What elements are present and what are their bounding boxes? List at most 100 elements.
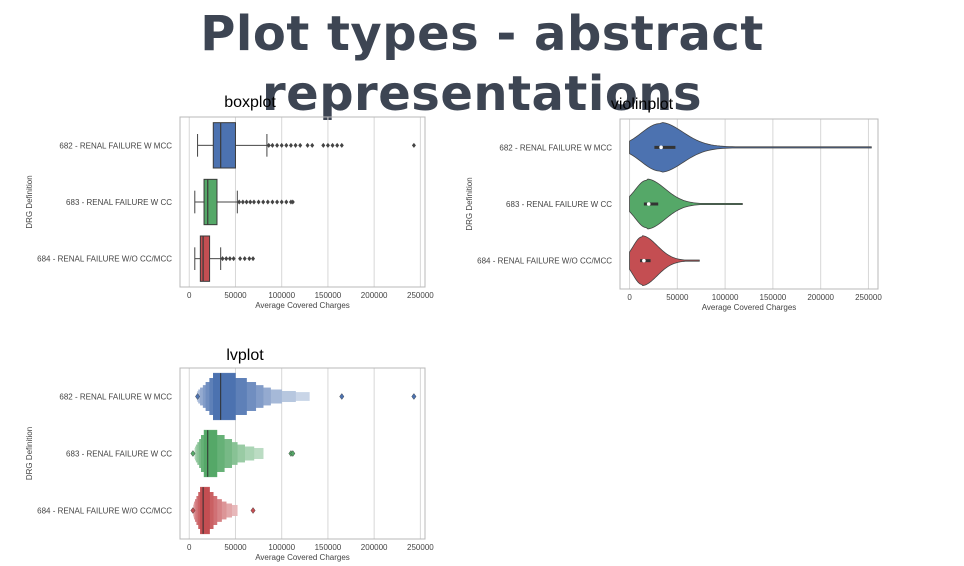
outlier-point xyxy=(190,450,196,457)
outlier-point xyxy=(248,199,253,205)
outlier-point xyxy=(251,256,256,262)
plot-frame xyxy=(179,367,426,540)
outlier-point xyxy=(247,256,252,262)
outlier-point xyxy=(265,199,270,205)
outlier-point xyxy=(256,199,261,205)
x-tick-label: 0 xyxy=(187,543,192,552)
plot-frame xyxy=(619,118,879,290)
outlier-point xyxy=(244,199,249,205)
x-tick-label: 200000 xyxy=(361,291,388,300)
x-tick-label: 150000 xyxy=(315,291,342,300)
x-tick-label: 150000 xyxy=(315,543,342,552)
x-axis-label: Average Covered Charges xyxy=(255,553,350,562)
x-tick-label: 50000 xyxy=(224,291,247,300)
violin-median xyxy=(659,145,663,150)
series-2 xyxy=(190,486,256,535)
category-label: 683 - RENAL FAILURE W CC xyxy=(66,450,172,459)
outlier-point xyxy=(310,142,315,148)
outlier-point xyxy=(305,142,310,148)
category-label: 682 - RENAL FAILURE W MCC xyxy=(59,141,172,150)
outlier-point xyxy=(266,142,271,148)
x-tick-label: 250000 xyxy=(407,291,434,300)
outlier-point xyxy=(275,142,280,148)
outlier-point xyxy=(284,199,289,205)
outlier-point xyxy=(339,142,344,148)
x-tick-label: 50000 xyxy=(666,293,689,302)
x-tick-label: 0 xyxy=(627,293,632,302)
outlier-point xyxy=(237,199,242,205)
series-2 xyxy=(629,235,700,287)
x-tick-label: 250000 xyxy=(855,293,882,302)
outlier-point xyxy=(335,142,340,148)
violin-median xyxy=(646,202,651,206)
category-label: 684 - RENAL FAILURE W/O CC/MCC xyxy=(37,507,172,516)
outlier-point xyxy=(325,142,330,148)
outlier-point xyxy=(195,393,201,400)
x-tick-label: 100000 xyxy=(268,291,295,300)
outlier-point xyxy=(242,256,247,262)
category-label: 684 - RENAL FAILURE W/O CC/MCC xyxy=(477,257,612,266)
plot-frame xyxy=(179,116,426,288)
outlier-point xyxy=(270,199,275,205)
series-0 xyxy=(195,372,417,421)
outlier-point xyxy=(250,507,256,514)
outlier-point xyxy=(240,199,245,205)
series-1 xyxy=(190,429,296,478)
plot-title: boxplot xyxy=(224,94,276,111)
category-label: 683 - RENAL FAILURE W CC xyxy=(66,198,172,207)
outlier-point xyxy=(227,256,232,262)
plot-title: violinplot xyxy=(611,96,674,113)
outlier-point xyxy=(231,256,236,262)
x-tick-label: 50000 xyxy=(224,543,247,552)
lv-box xyxy=(200,486,210,535)
outlier-point xyxy=(321,142,326,148)
x-tick-label: 100000 xyxy=(712,293,739,302)
outlier-point xyxy=(411,393,417,400)
violin-body xyxy=(629,178,743,230)
outlier-point xyxy=(293,142,298,148)
outlier-point xyxy=(261,199,266,205)
x-tick-label: 200000 xyxy=(361,543,388,552)
series-1 xyxy=(629,178,743,230)
y-axis-label: DRG Definition xyxy=(25,175,34,228)
slide-title: Plot types - abstract representations xyxy=(200,6,764,122)
outlier-point xyxy=(330,142,335,148)
outlier-point xyxy=(411,142,416,148)
violin-median xyxy=(642,258,646,263)
outlier-point xyxy=(251,199,256,205)
box xyxy=(212,122,236,169)
category-label: 682 - RENAL FAILURE W MCC xyxy=(59,393,172,402)
outlier-point xyxy=(220,256,225,262)
outlier-point xyxy=(238,256,243,262)
x-tick-label: 100000 xyxy=(268,543,295,552)
x-tick-label: 150000 xyxy=(760,293,787,302)
violinplot-chart: violinplot 0 50000 100000 150000 200000 250000… xyxy=(465,96,882,312)
outlier-point xyxy=(190,507,196,514)
x-tick-label: 200000 xyxy=(807,293,834,302)
lv-box xyxy=(203,429,218,478)
boxplot-chart: boxplot 0 50000 100000 150000 200000 250000 Ave… xyxy=(25,94,434,310)
outlier-point xyxy=(339,393,345,400)
series-0 xyxy=(629,122,872,173)
x-axis-label: Average Covered Charges xyxy=(255,301,350,310)
x-tick-label: 250000 xyxy=(407,543,434,552)
outlier-point xyxy=(288,142,293,148)
x-tick-label: 0 xyxy=(187,291,192,300)
outlier-point xyxy=(284,142,289,148)
category-label: 683 - RENAL FAILURE W CC xyxy=(506,200,612,209)
category-label: 682 - RENAL FAILURE W MCC xyxy=(499,143,612,152)
violin-body xyxy=(629,235,700,287)
y-axis-label: DRG Definition xyxy=(465,177,474,230)
series-0 xyxy=(197,122,416,169)
outlier-point xyxy=(290,199,295,205)
violin-body xyxy=(629,122,872,173)
lv-box xyxy=(213,372,236,421)
box xyxy=(203,178,218,226)
outlier-point xyxy=(279,142,284,148)
outlier-point xyxy=(224,256,229,262)
outlier-point xyxy=(279,199,284,205)
box xyxy=(199,235,211,282)
category-label: 684 - RENAL FAILURE W/O CC/MCC xyxy=(37,255,172,264)
outlier-point xyxy=(290,450,296,457)
y-axis-label: DRG Definition xyxy=(25,427,34,480)
